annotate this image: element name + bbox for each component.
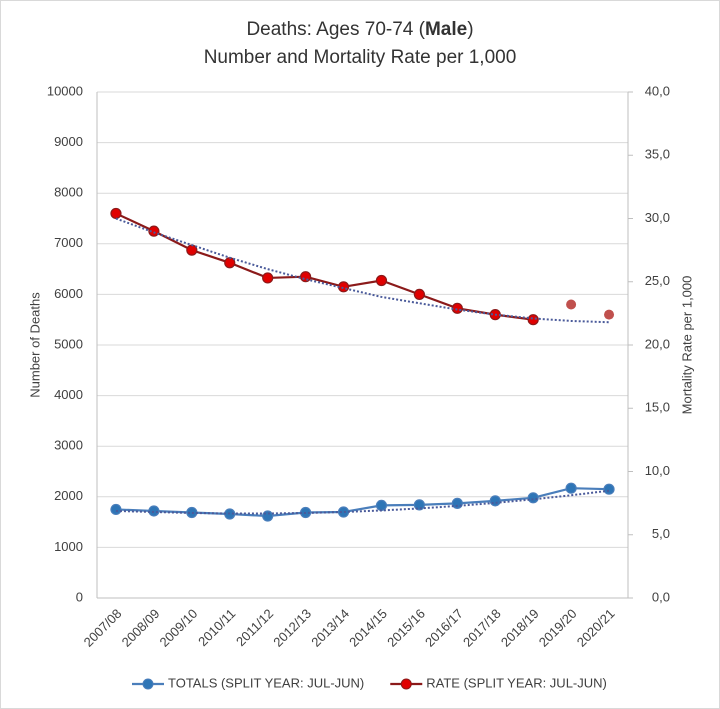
point [110,503,122,516]
point [527,314,539,326]
legend-label: TOTALS (SPLIT YEAR: JUL-JUN) [168,675,364,690]
series-line [115,487,610,518]
y-tick-label: 5000 [54,336,83,351]
point [148,225,160,237]
y-tick-label: 10000 [47,83,83,98]
y-axis-label: Number of Deaths [27,292,42,398]
y-tick-label: 2000 [54,488,83,503]
point [110,207,122,220]
point [262,272,274,284]
y-tick-label: 9000 [54,134,83,149]
point [300,271,312,283]
point [375,499,388,512]
point [604,309,615,320]
legend-label: RATE (SPLIT YEAR: JUL-JUN) [426,675,607,690]
y2-tick-label: 15,0 [645,400,670,415]
y2-axis-label: Mortality Rate per 1,000 [679,276,694,415]
point [489,495,501,507]
y2-tick-label: 0,0 [652,589,670,604]
title-part: ) [467,19,473,40]
trend-line [115,217,610,324]
series-line [115,212,534,321]
y2-tick-label: 25,0 [645,273,670,288]
y2-tick-label: 10,0 [645,463,670,478]
point [148,505,160,517]
point [337,281,350,293]
point [375,274,388,287]
y2-tick-label: 35,0 [645,147,670,162]
y-tick-label: 6000 [54,286,83,301]
title-part: Male [425,19,467,40]
point [451,302,463,314]
chart-subtitle: Number and Mortality Rate per 1,000 [204,47,517,68]
chart-title: Deaths: Ages 70-74 (Male) [246,19,473,40]
point [413,499,425,511]
y2-tick-label: 5,0 [652,526,670,541]
legend-marker [400,678,412,690]
y-tick-label: 3000 [54,438,83,453]
y-tick-label: 4000 [54,387,83,402]
y2-tick-label: 40,0 [645,83,670,98]
legend-marker [142,678,154,690]
y-tick-label: 7000 [54,235,83,250]
point [413,288,425,300]
y-tick-label: 8000 [54,185,83,200]
point [603,483,615,495]
point [565,482,577,494]
y-tick-label: 0 [76,589,83,604]
point [566,299,577,310]
title-part: Deaths: Ages 70-74 ( [246,19,425,40]
y2-tick-label: 30,0 [645,210,670,225]
y-tick-label: 1000 [54,539,83,554]
point [527,492,539,504]
y2-tick-label: 20,0 [645,336,670,351]
